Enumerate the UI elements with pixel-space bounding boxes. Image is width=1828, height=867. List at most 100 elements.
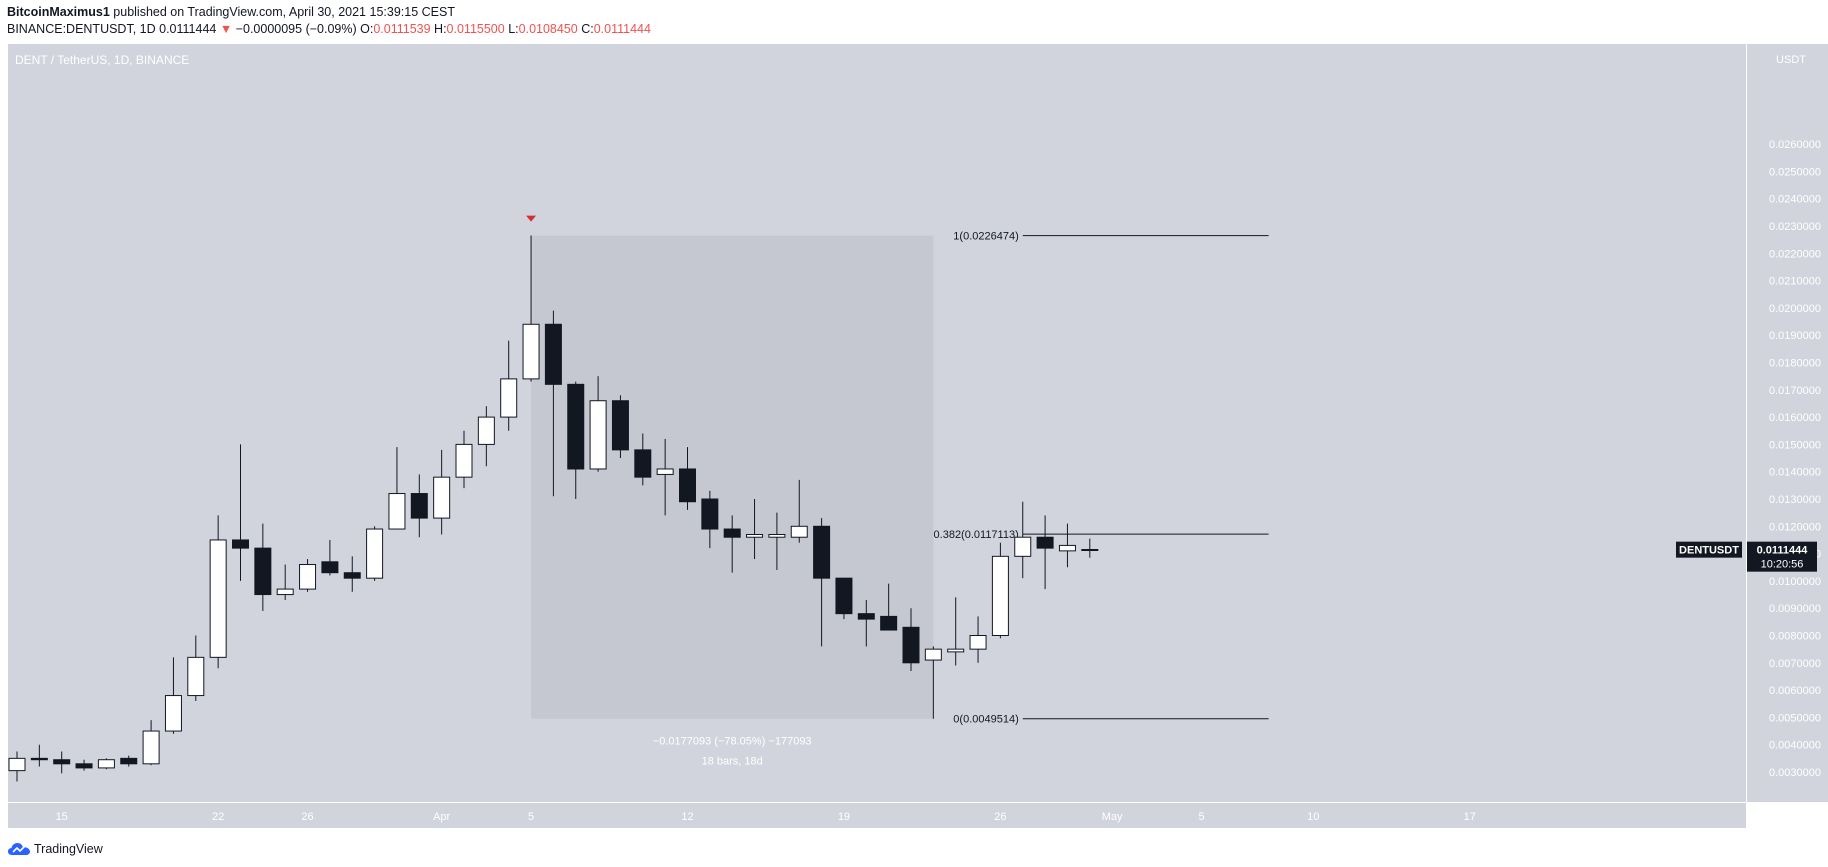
price-tick-label: 0.0160000 [1769, 412, 1821, 424]
candle-body [611, 400, 629, 451]
price-axis[interactable] [1746, 44, 1828, 802]
candle [522, 235, 540, 382]
fib-label-0: 0(0.0049514) [953, 714, 1018, 726]
price-tick-label: 0.0200000 [1769, 303, 1821, 315]
symbol-ohlc-line: BINANCE:DENTUSDT, 1D 0.0111444 ▼ −0.0000… [7, 22, 651, 36]
range-measure: −0.0177093 (−78.05%) −177093 18 bars, 18d [531, 235, 934, 768]
candle [790, 479, 808, 543]
time-tick-label: 15 [56, 811, 68, 823]
price-tag-bg [1747, 541, 1817, 572]
candle-body [343, 572, 361, 579]
candle [30, 744, 48, 767]
candle [97, 758, 115, 770]
low-label: L: [508, 22, 519, 36]
candle-body [522, 323, 540, 380]
candle [813, 518, 831, 647]
open-label: O: [360, 22, 374, 36]
time-tick-label: 26 [301, 811, 313, 823]
candle-body [209, 539, 227, 658]
candle [254, 523, 272, 611]
candle-body [835, 577, 853, 615]
candle-body [589, 400, 607, 470]
tradingview-logo[interactable]: TradingView [8, 842, 103, 856]
price-tick-label: 0.0180000 [1769, 358, 1821, 370]
candle-body [8, 757, 26, 772]
price-tick-label: 0.0050000 [1769, 712, 1821, 724]
time-axis[interactable] [8, 802, 1746, 829]
price-axis-ticks: 0.0030000 0.0040000 0.0050000 0.0060000 0.00… [1769, 139, 1821, 779]
price-tick-label: 0.0030000 [1769, 767, 1821, 779]
candle [656, 438, 674, 516]
candle [1014, 501, 1032, 579]
candle [567, 381, 585, 499]
candle [835, 577, 853, 620]
price-tag-value: 0.0111444 [1757, 545, 1809, 557]
price-tick-label: 0.0080000 [1769, 631, 1821, 643]
price-unit-label: USDT [1776, 54, 1806, 66]
candle [500, 340, 518, 431]
time-tick-label: 12 [681, 811, 693, 823]
time-tick-label: 22 [212, 811, 224, 823]
fib-levels: 1(0.0226474) 0.382(0.0117113) 0(0.0049514) [934, 231, 1269, 726]
candle-body [53, 759, 71, 765]
candle-body [634, 449, 652, 478]
candle-body [746, 533, 764, 538]
publish-line: BitcoinMaximus1 published on TradingView… [7, 5, 455, 19]
price-tick-label: 0.0250000 [1769, 166, 1821, 178]
candle [611, 395, 629, 459]
time-tick-label: 5 [528, 811, 534, 823]
price-tick-label: 0.0070000 [1769, 658, 1821, 670]
time-tick-label: 17 [1464, 811, 1476, 823]
candle-body [299, 564, 317, 590]
candle-body [75, 763, 93, 769]
price-tick-label: 0.0100000 [1769, 576, 1821, 588]
time-tick-label: Apr [433, 811, 450, 823]
candle-body [902, 626, 920, 664]
candle [8, 751, 26, 782]
candle [343, 556, 361, 592]
candle [187, 635, 205, 702]
candle-body [321, 561, 339, 574]
candle-body [500, 378, 518, 418]
candle-body [433, 476, 451, 519]
candle-body [120, 757, 138, 765]
price-tick-label: 0.0260000 [1769, 139, 1821, 151]
candle-body [276, 588, 294, 596]
candle [857, 600, 875, 647]
candle [1036, 515, 1054, 590]
candle-body [857, 613, 875, 620]
last-price-tag: DENTUSDT 0.0111444 10:20:56 [1676, 541, 1817, 572]
time-tick-label: 10 [1307, 811, 1319, 823]
candle [924, 646, 942, 719]
price-tick-label: 0.0040000 [1769, 740, 1821, 752]
candle-body [679, 468, 696, 503]
candle-body [768, 533, 786, 538]
fib-label-0.382: 0.382(0.0117113) [934, 529, 1019, 541]
candle [477, 406, 495, 467]
high-value: 0.0115500 [446, 22, 505, 36]
price-tick-label: 0.0140000 [1769, 467, 1821, 479]
tradingview-cloud-icon [8, 843, 30, 855]
symbol-interval: BINANCE:DENTUSDT, 1D [7, 22, 156, 36]
candle [321, 539, 339, 576]
price-tick-label: 0.0210000 [1769, 276, 1821, 288]
candle-body [30, 757, 48, 761]
candle [679, 447, 696, 510]
price-tick-label: 0.0120000 [1769, 521, 1821, 533]
price-tick-label: 0.0240000 [1769, 194, 1821, 206]
candle [902, 608, 920, 671]
axis-corner [1746, 802, 1828, 828]
candle-body [813, 525, 831, 579]
sell-arrow-icon [526, 215, 537, 222]
candle-body [924, 648, 942, 661]
candle-body [880, 615, 898, 631]
candle [880, 583, 898, 631]
candle [410, 474, 428, 538]
author-name[interactable]: BitcoinMaximus1 [7, 5, 110, 19]
close-value: 0.0111444 [593, 22, 651, 36]
candle [634, 433, 652, 486]
close-label: C: [581, 22, 594, 36]
price-tag-countdown: 10:20:56 [1761, 559, 1804, 571]
candle-body [164, 695, 182, 732]
